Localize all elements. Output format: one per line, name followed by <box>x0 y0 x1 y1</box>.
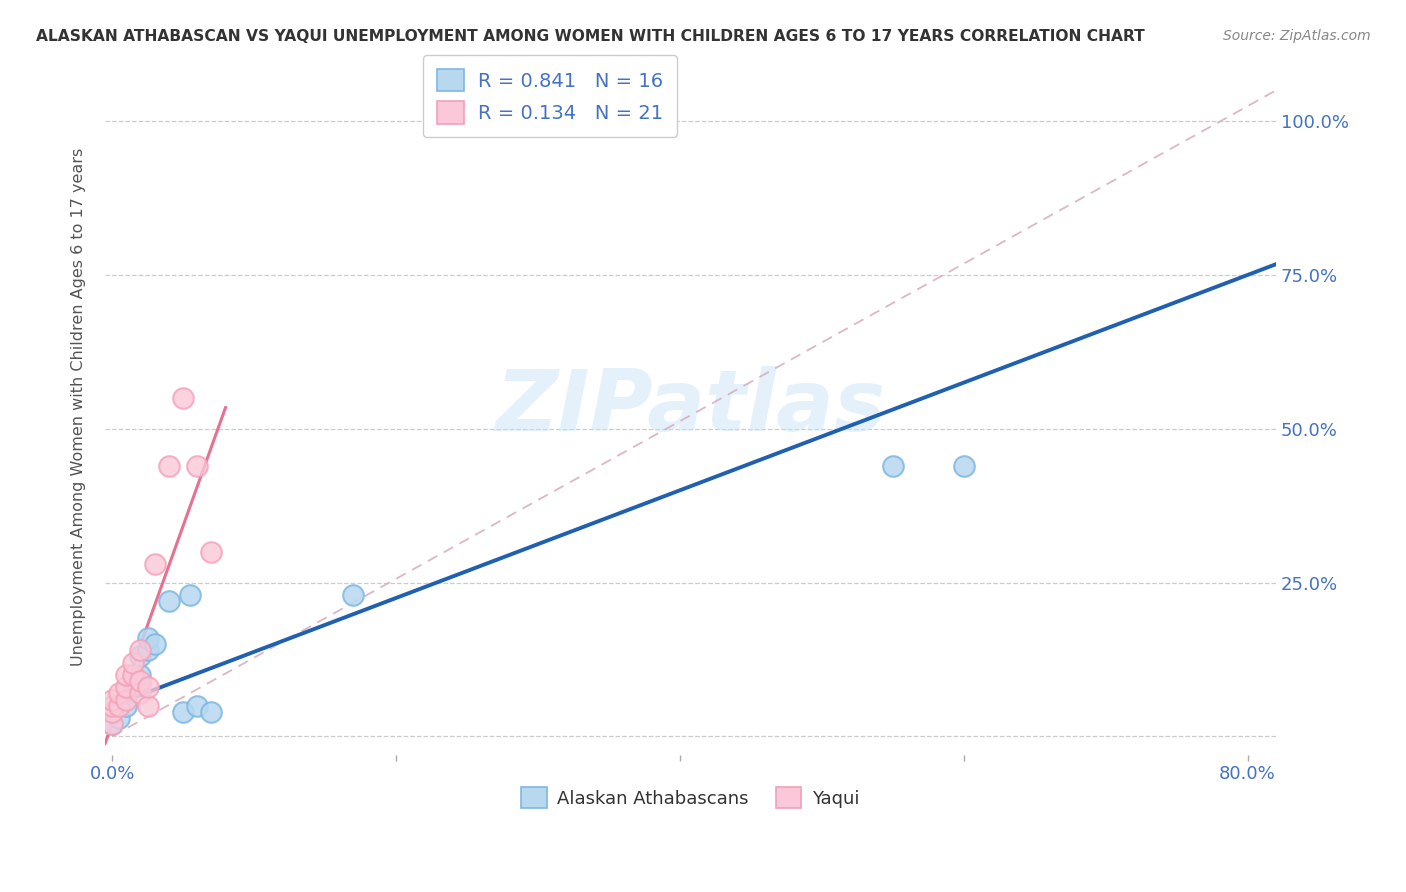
Point <box>122 668 145 682</box>
Point <box>136 631 159 645</box>
Point <box>136 643 159 657</box>
Point <box>108 698 131 713</box>
Point <box>129 668 152 682</box>
Point <box>115 698 138 713</box>
Point <box>186 458 208 473</box>
Point <box>143 637 166 651</box>
Point <box>101 692 124 706</box>
Point <box>157 594 180 608</box>
Point <box>101 717 124 731</box>
Point <box>129 649 152 664</box>
Point <box>101 705 124 719</box>
Point <box>157 458 180 473</box>
Point <box>186 698 208 713</box>
Text: ZIPatlas: ZIPatlas <box>495 366 886 449</box>
Point <box>342 588 364 602</box>
Point <box>1350 108 1372 122</box>
Point <box>122 680 145 694</box>
Point <box>143 557 166 571</box>
Legend: Alaskan Athabascans, Yaqui: Alaskan Athabascans, Yaqui <box>515 780 868 815</box>
Point <box>101 717 124 731</box>
Text: Source: ZipAtlas.com: Source: ZipAtlas.com <box>1223 29 1371 43</box>
Text: ALASKAN ATHABASCAN VS YAQUI UNEMPLOYMENT AMONG WOMEN WITH CHILDREN AGES 6 TO 17 : ALASKAN ATHABASCAN VS YAQUI UNEMPLOYMENT… <box>37 29 1144 44</box>
Point <box>136 680 159 694</box>
Point <box>129 643 152 657</box>
Point <box>122 656 145 670</box>
Point <box>115 692 138 706</box>
Point <box>129 686 152 700</box>
Point <box>200 545 222 559</box>
Point <box>172 391 194 405</box>
Point <box>101 698 124 713</box>
Y-axis label: Unemployment Among Women with Children Ages 6 to 17 years: Unemployment Among Women with Children A… <box>72 148 86 666</box>
Point <box>882 458 904 473</box>
Point <box>200 705 222 719</box>
Point <box>115 680 138 694</box>
Point <box>129 674 152 689</box>
Point <box>136 698 159 713</box>
Point <box>172 705 194 719</box>
Point <box>952 458 974 473</box>
Point <box>108 686 131 700</box>
Point <box>108 711 131 725</box>
Point <box>179 588 201 602</box>
Point <box>115 668 138 682</box>
